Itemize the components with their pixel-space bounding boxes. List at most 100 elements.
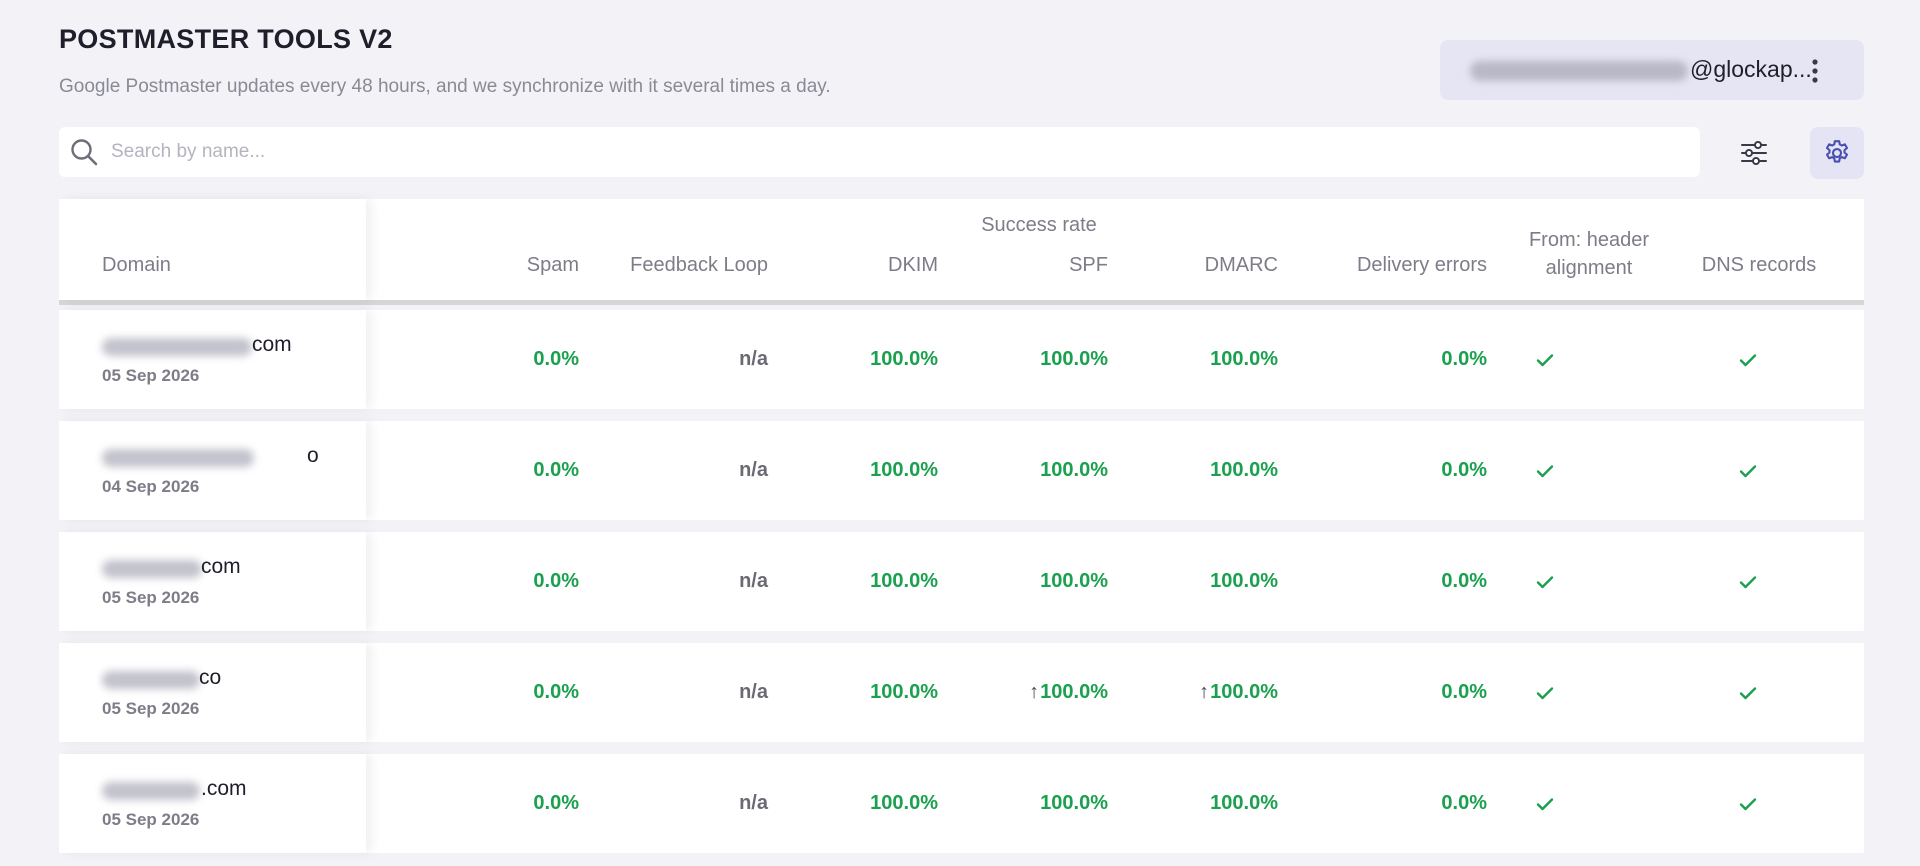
spf-value: 100.0% — [1040, 681, 1108, 703]
dmarc-cell: 100.0% — [1119, 570, 1278, 593]
dmarc-cell: 100.0% — [1119, 459, 1278, 482]
search-box — [59, 127, 1700, 177]
col-dkim[interactable]: DKIM — [888, 254, 938, 276]
domain-cell: com 05 Sep 2026 — [59, 310, 366, 409]
account-email-redacted — [1470, 61, 1688, 81]
table-row[interactable]: com 05 Sep 2026 0.0% n/a 100.0% 100.0% 1… — [59, 532, 1864, 631]
feedback-loop-value: n/a — [739, 348, 768, 370]
spf-cell: 100.0% — [949, 459, 1108, 482]
domain-redacted — [102, 560, 202, 578]
check-icon — [1739, 465, 1757, 478]
spf-cell: 100.0% — [949, 348, 1108, 371]
col-from-header-alignment[interactable]: From: header alignment — [1469, 226, 1709, 282]
spf-value: 100.0% — [1040, 570, 1108, 592]
dmarc-cell: 100.0% — [1119, 792, 1278, 815]
col-spf[interactable]: SPF — [1069, 254, 1108, 276]
search-input[interactable] — [109, 127, 1679, 177]
dkim-value: 100.0% — [870, 459, 938, 481]
col-from-header-line1: From: header — [1528, 229, 1650, 251]
check-icon — [1739, 576, 1757, 589]
table-header: Domain Success rate Spam Feedback Loop D… — [59, 199, 1864, 305]
domain-suffix: com — [252, 333, 292, 356]
feedback-loop-value: n/a — [739, 459, 768, 481]
domain-suffix: .com — [201, 777, 247, 800]
check-icon — [1739, 798, 1757, 811]
col-delivery-errors[interactable]: Delivery errors — [1356, 254, 1487, 276]
page-subtitle: Google Postmaster updates every 48 hours… — [59, 76, 831, 97]
filter-button[interactable] — [1726, 127, 1782, 179]
domain-cell: co 05 Sep 2026 — [59, 643, 366, 742]
spf-cell: 100.0% — [949, 570, 1108, 593]
col-domain[interactable]: Domain — [102, 254, 171, 276]
dmarc-value: 100.0% — [1210, 792, 1278, 814]
dmarc-cell: ↑100.0% — [1119, 681, 1278, 704]
delivery-errors-value: 0.0% — [1441, 681, 1487, 703]
spam-value: 0.0% — [533, 681, 579, 703]
dmarc-cell: 100.0% — [1119, 348, 1278, 371]
spf-value: 100.0% — [1040, 348, 1108, 370]
dkim-value: 100.0% — [870, 348, 938, 370]
account-selector[interactable]: @glockap... — [1440, 40, 1864, 100]
page-title: POSTMASTER TOOLS V2 — [59, 24, 393, 54]
gear-icon — [1825, 140, 1849, 163]
check-icon — [1536, 798, 1554, 811]
domain-redacted — [102, 671, 200, 689]
delivery-errors-value: 0.0% — [1441, 459, 1487, 481]
check-icon — [1536, 576, 1554, 589]
kebab-menu-icon[interactable] — [1800, 56, 1830, 86]
col-group-success-rate: Success rate — [981, 214, 1097, 236]
check-icon — [1536, 687, 1554, 700]
check-icon — [1739, 687, 1757, 700]
spam-value: 0.0% — [533, 570, 579, 592]
domain-suffix: com — [201, 555, 241, 578]
feedback-loop-value: n/a — [739, 792, 768, 814]
col-from-header-line2: alignment — [1545, 257, 1633, 279]
dmarc-value: 100.0% — [1210, 681, 1278, 703]
domain-suffix: co — [199, 666, 222, 689]
settings-button[interactable] — [1810, 127, 1864, 179]
col-dns-records[interactable]: DNS records — [1701, 254, 1817, 276]
dkim-value: 100.0% — [870, 792, 938, 814]
spam-value: 0.0% — [533, 348, 579, 370]
dkim-value: 100.0% — [870, 681, 938, 703]
row-date: 05 Sep 2026 — [102, 699, 200, 718]
col-dmarc[interactable]: DMARC — [1204, 254, 1278, 276]
table-row[interactable]: co 05 Sep 2026 0.0% n/a 100.0% ↑100.0% ↑… — [59, 643, 1864, 742]
check-icon — [1536, 354, 1554, 367]
spf-value: 100.0% — [1040, 459, 1108, 481]
dkim-value: 100.0% — [870, 570, 938, 592]
row-date: 05 Sep 2026 — [102, 366, 200, 385]
domain-column-header-cell: Domain — [59, 199, 366, 300]
domain-redacted — [102, 338, 252, 356]
domain-suffix: o — [307, 444, 319, 467]
dmarc-value: 100.0% — [1210, 348, 1278, 370]
feedback-loop-value: n/a — [739, 681, 768, 703]
domain-cell: .com 05 Sep 2026 — [59, 754, 366, 853]
domain-redacted — [102, 449, 254, 467]
col-spam[interactable]: Spam — [526, 254, 579, 276]
domain-cell: o 04 Sep 2026 — [59, 421, 366, 520]
table-row[interactable]: o 04 Sep 2026 0.0% n/a 100.0% 100.0% 100… — [59, 421, 1864, 520]
dmarc-value: 100.0% — [1210, 459, 1278, 481]
domain-cell: com 05 Sep 2026 — [59, 532, 366, 631]
spf-cell: ↑100.0% — [949, 681, 1108, 704]
spam-value: 0.0% — [533, 792, 579, 814]
spf-value: 100.0% — [1040, 792, 1108, 814]
dmarc-value: 100.0% — [1210, 570, 1278, 592]
spf-cell: 100.0% — [949, 792, 1108, 815]
account-email-domain: @glockap... — [1690, 56, 1812, 82]
row-date: 05 Sep 2026 — [102, 810, 200, 829]
check-icon — [1536, 465, 1554, 478]
delivery-errors-value: 0.0% — [1441, 348, 1487, 370]
col-feedback-loop[interactable]: Feedback Loop — [630, 254, 768, 276]
row-date: 05 Sep 2026 — [102, 588, 200, 607]
sliders-icon — [1741, 141, 1767, 165]
arrow-up-icon: ↑ — [1029, 681, 1040, 703]
check-icon — [1739, 354, 1757, 367]
table-row[interactable]: com 05 Sep 2026 0.0% n/a 100.0% 100.0% 1… — [59, 310, 1864, 409]
table-row[interactable]: .com 05 Sep 2026 0.0% n/a 100.0% 100.0% … — [59, 754, 1864, 853]
spam-value: 0.0% — [533, 459, 579, 481]
delivery-errors-value: 0.0% — [1441, 570, 1487, 592]
arrow-up-icon: ↑ — [1199, 681, 1210, 703]
